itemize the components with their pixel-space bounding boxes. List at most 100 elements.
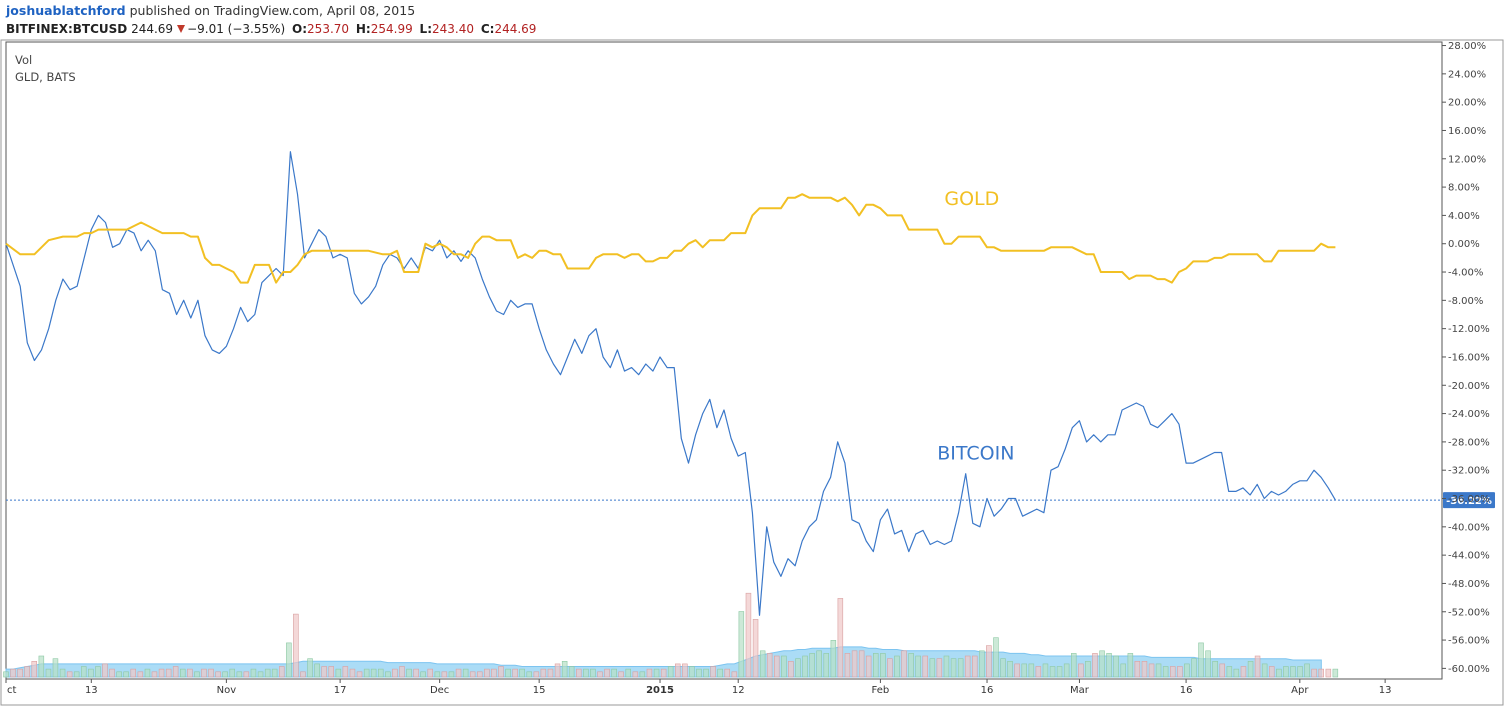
volume-bar xyxy=(45,668,52,678)
volume-bar xyxy=(370,668,377,678)
volume-bar xyxy=(377,668,384,678)
volume-bar xyxy=(420,671,426,678)
volume-bar xyxy=(1099,650,1105,678)
volume-bar xyxy=(38,655,45,678)
annotation-gold: GOLD xyxy=(944,188,999,210)
volume-bar xyxy=(660,668,667,678)
volume-bar xyxy=(1162,666,1169,678)
plot-area-frame xyxy=(5,41,1443,680)
volume-bar xyxy=(1233,668,1240,678)
volume-bar xyxy=(201,668,207,678)
volume-bar xyxy=(286,642,292,678)
y-tick-label: -16.00% xyxy=(1448,352,1490,363)
volume-bar xyxy=(1021,663,1027,678)
volume-bar xyxy=(434,671,441,678)
volume-bar xyxy=(1056,666,1063,678)
y-tick-label: -12.00% xyxy=(1448,324,1490,335)
volume-bar xyxy=(1318,668,1325,678)
volume-bar xyxy=(915,655,921,678)
x-tick-label: Feb xyxy=(872,685,890,696)
volume-bar xyxy=(491,668,497,678)
y-tick-label: -52.00% xyxy=(1448,607,1490,618)
volume-bar xyxy=(1247,660,1254,678)
volume-bar xyxy=(526,671,532,678)
volume-bar xyxy=(1198,642,1204,678)
volume-bar xyxy=(773,655,780,678)
y-tick-label: -8.00% xyxy=(1448,296,1483,307)
volume-bar xyxy=(1007,660,1013,678)
volume-bar xyxy=(865,655,872,678)
y-tick-label: -60.00% xyxy=(1448,664,1490,675)
volume-bar xyxy=(561,660,568,678)
x-tick-label: 16 xyxy=(1180,685,1193,696)
volume-bar xyxy=(1035,666,1042,678)
volume-bar xyxy=(745,592,752,678)
volume-bar xyxy=(632,671,639,678)
volume-bar xyxy=(611,668,617,678)
volume-bar xyxy=(123,671,129,678)
volume-bar xyxy=(236,671,243,678)
volume-bar xyxy=(385,671,391,678)
volume-bar xyxy=(172,666,179,678)
volume-bar xyxy=(993,637,999,678)
volume-bar xyxy=(1141,660,1148,678)
x-tick-label: Dec xyxy=(430,685,449,696)
volume-bar xyxy=(674,663,681,678)
volume-bar xyxy=(816,650,822,678)
volume-bar xyxy=(1276,668,1282,678)
volume-bar xyxy=(24,666,30,678)
volume-bar xyxy=(81,666,87,678)
volume-bar xyxy=(950,658,957,678)
volume-bar xyxy=(356,671,363,678)
legend-gld[interactable]: GLD, BATS xyxy=(15,70,76,84)
last-value-label: -36.22% xyxy=(1446,496,1492,507)
volume-bar xyxy=(986,645,992,678)
volume-bar xyxy=(1000,658,1006,678)
x-axis[interactable]: ct 13 Nov 17 Dec 15 2015 12 Feb 16 Mar 16 Apr 13 xyxy=(5,679,1391,696)
volume-bar xyxy=(1106,653,1112,678)
author-link[interactable]: joshuablatchford xyxy=(6,3,126,18)
annotation-bitcoin: BITCOIN xyxy=(937,443,1014,465)
low-value: 243.40 xyxy=(432,22,474,36)
volume-bar xyxy=(1120,663,1127,678)
volume-bar xyxy=(1170,666,1176,678)
volume-bar xyxy=(724,668,730,678)
volume-bar xyxy=(1028,663,1035,678)
volume-bar xyxy=(844,653,851,678)
volume-bar xyxy=(3,671,9,678)
volume-bar xyxy=(547,668,554,678)
volume-bar xyxy=(922,655,928,678)
y-tick-label: 0.00% xyxy=(1448,239,1480,250)
volume-bar xyxy=(300,671,306,678)
y-axis[interactable]: 28.00% 24.00% 20.00% 16.00% 12.00% 8.00% 4.00%… xyxy=(1442,41,1490,675)
volume-bar xyxy=(1148,663,1155,678)
y-tick-label: -32.00% xyxy=(1448,466,1490,477)
close-value: 244.69 xyxy=(494,22,537,36)
volume-bar xyxy=(1219,663,1226,678)
volume-bar xyxy=(689,666,695,678)
volume-bar xyxy=(102,663,108,678)
volume-bar xyxy=(872,653,879,678)
legend-vol[interactable]: Vol xyxy=(15,53,32,67)
volume-bar xyxy=(943,655,950,678)
volume-bar xyxy=(1134,660,1141,678)
volume-bar xyxy=(979,650,985,678)
volume-bar xyxy=(10,668,16,678)
volume-bar xyxy=(710,666,716,678)
volume-bar xyxy=(738,611,745,678)
volume-bar xyxy=(653,668,660,678)
volume-bar xyxy=(31,660,37,678)
x-tick-label: Mar xyxy=(1070,685,1090,696)
volume-bar xyxy=(957,658,964,678)
volume-bar xyxy=(144,668,151,678)
volume-bar xyxy=(682,663,688,678)
volume-bar xyxy=(1283,666,1289,678)
volume-bar xyxy=(1071,653,1077,678)
symbol-name[interactable]: BITFINEX:BTCUSD xyxy=(6,22,128,36)
volume-bar xyxy=(618,671,624,678)
volume-bar xyxy=(505,668,511,678)
volume-bar xyxy=(363,668,370,678)
volume-bar xyxy=(1254,655,1261,678)
x-tick-label: ct xyxy=(7,685,16,696)
